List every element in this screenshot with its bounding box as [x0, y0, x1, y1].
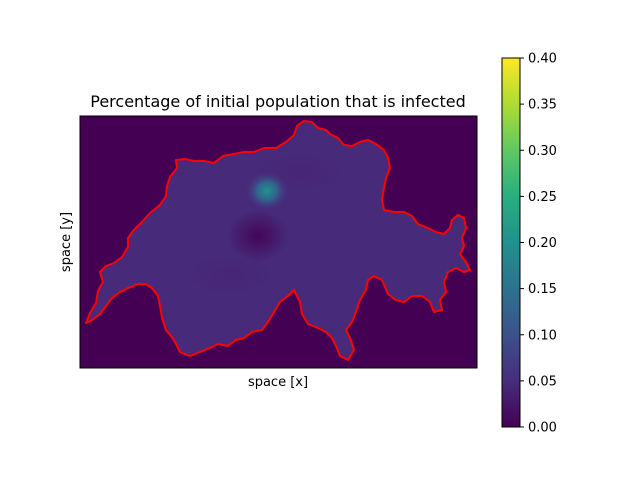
colorbar-tick-label: 0.25	[528, 190, 557, 205]
chart-title: Percentage of initial population that is…	[90, 92, 466, 111]
colorbar-gradient	[502, 58, 520, 427]
axes-frame	[79, 115, 478, 369]
colorbar-tick-label: 0.15	[528, 282, 557, 297]
colorbar: 0.00 0.05 0.10 0.15 0.20 0.25 0.30 0.35 0.40	[501, 52, 557, 436]
y-axis-label: space [y]	[59, 212, 74, 272]
colorbar-tick-label: 0.35	[528, 98, 557, 113]
infection-hotspot	[245, 171, 289, 211]
region-dark-patch	[228, 210, 288, 262]
colorbar-tick-label: 0.40	[528, 52, 557, 67]
colorbar-tick-label: 0.05	[528, 374, 557, 389]
colorbar-tick-label: 0.30	[528, 144, 557, 159]
colorbar-tick-label: 0.00	[528, 421, 557, 436]
colorbar-tick-label: 0.20	[528, 236, 557, 251]
region-light-patch-south	[185, 255, 275, 295]
colorbar-tick-label: 0.10	[528, 328, 557, 343]
colorbar-ticks: 0.00 0.05 0.10 0.15 0.20 0.25 0.30 0.35 0.40	[520, 52, 557, 436]
x-axis-label: space [x]	[248, 375, 308, 390]
country-boundary	[85, 120, 471, 361]
